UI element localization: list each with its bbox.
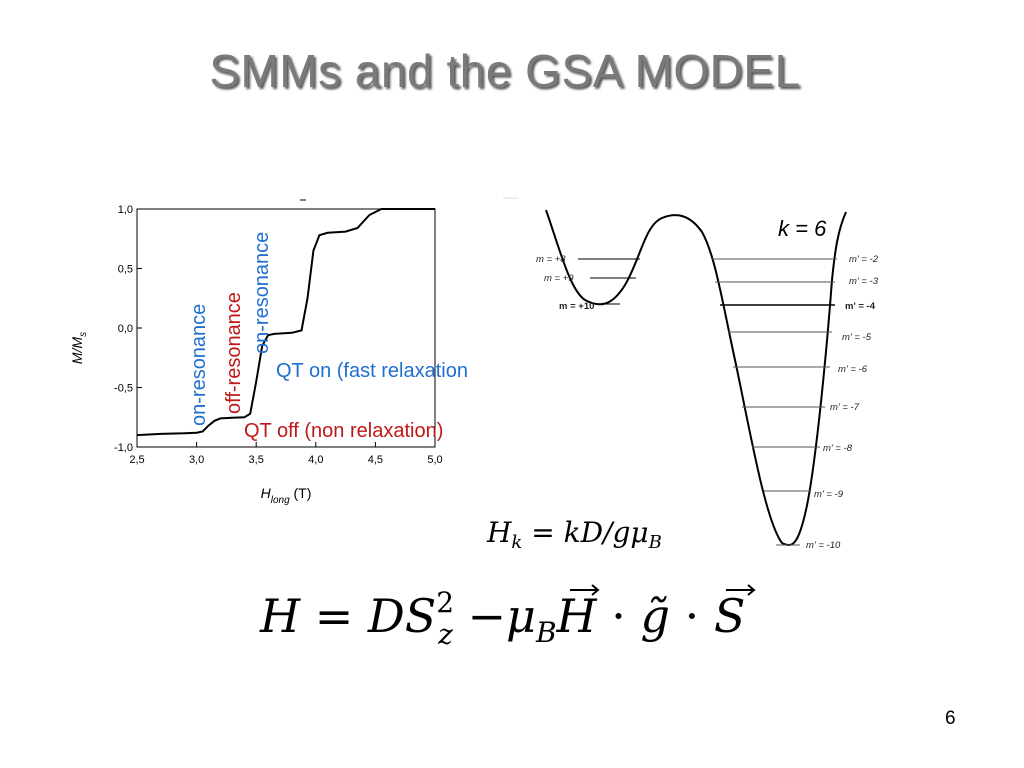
- level-label-mp7: m' = -7: [830, 402, 860, 413]
- level-label-m8: m = +8: [536, 254, 566, 265]
- level-label-mp3: m' = -3: [849, 276, 879, 287]
- level-label-mp4: m' = -4: [845, 301, 876, 312]
- right-energy-levels: [712, 258, 837, 546]
- x-tick-label: 4,0: [308, 454, 323, 466]
- level-label-mp10: m' = -10: [806, 540, 841, 551]
- x-axis-ticks: 2,5 3,0 3,5 4,0 4,5 5,0: [129, 442, 443, 466]
- hamiltonian-equation: H = DS2 z −μBH · g̃ · S: [259, 584, 756, 651]
- qt-on-label: QT on (fast relaxation: [276, 360, 468, 382]
- y-tick-label: 0,5: [118, 264, 133, 276]
- y-tick-label: -1,0: [114, 442, 133, 454]
- level-label-mp6: m' = -6: [838, 364, 868, 375]
- hk-equation: Hk = kD/gμB: [486, 516, 662, 553]
- k-label: k = 6: [778, 216, 827, 241]
- magnetization-chart: -1,0 -0,5 0,0 0,5 1,0 2,5 3,0 3,5 4,0 4,5 5,0 M/M…: [69, 197, 518, 506]
- off-resonance-label: off-resonance: [223, 292, 245, 414]
- level-label-m9: m = +9: [544, 273, 574, 284]
- x-axis-title: Hlong (T): [261, 485, 312, 506]
- y-axis-ticks: -1,0 -0,5 0,0 0,5 1,0: [114, 204, 142, 454]
- level-label-mp8: m' = -8: [823, 443, 853, 454]
- energy-diagram: m = +8 m = +9 m = +10 k = 6 m' = -2 m' =…: [536, 209, 879, 551]
- double-well-potential: [545, 209, 847, 547]
- y-axis-title: M/Ms: [69, 332, 89, 364]
- page-number: 6: [945, 708, 956, 729]
- magnetization-curve: [136, 208, 435, 437]
- level-label-mp2: m' = -2: [849, 254, 879, 265]
- y-tick-label: -0,5: [114, 383, 133, 395]
- x-tick-label: 2,5: [129, 454, 144, 466]
- y-tick-label: 1,0: [118, 204, 133, 216]
- left-energy-levels: [578, 258, 640, 305]
- y-tick-label: 0,0: [118, 323, 133, 335]
- on-resonance-label-1: on-resonance: [188, 304, 210, 426]
- x-tick-label: 5,0: [427, 454, 442, 466]
- level-label-mp5: m' = -5: [842, 332, 872, 343]
- vector-arrows: [570, 584, 756, 596]
- level-label-mp9: m' = -9: [814, 489, 844, 500]
- hk-equation-text: Hk = kD/gμB: [486, 516, 662, 553]
- x-tick-label: 3,0: [189, 454, 204, 466]
- slide-title: SMMs and the GSA MODEL: [209, 45, 801, 97]
- hamiltonian-text: H = DS2 z −μBH · g̃ · S: [259, 586, 745, 651]
- level-label-m10: m = +10: [559, 301, 594, 312]
- plot-frame: [136, 208, 436, 448]
- qt-off-label: QT off (non relaxation): [244, 420, 443, 442]
- on-resonance-label-2: on-resonance: [251, 232, 273, 354]
- x-tick-label: 4,5: [368, 454, 383, 466]
- x-tick-label: 3,5: [249, 454, 264, 466]
